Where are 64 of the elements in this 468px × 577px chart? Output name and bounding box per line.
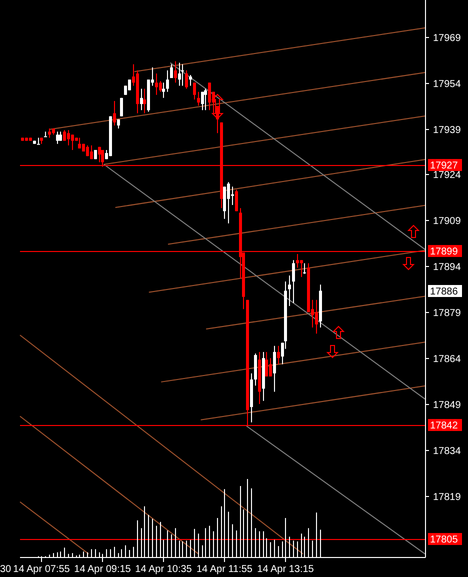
candlestick [71, 134, 74, 150]
candlestick [292, 260, 295, 304]
candlestick [63, 130, 66, 142]
candlestick [48, 128, 51, 138]
x-tick-label: 14 Apr 11:55 [196, 564, 253, 575]
y-tick-label: 17939 [433, 125, 462, 136]
candlestick [159, 80, 162, 92]
candlestick [98, 146, 101, 163]
candlestick [162, 82, 165, 98]
candlestick [197, 91, 200, 106]
y-tick-label: 17864 [433, 354, 462, 365]
y-tick-label: 17909 [433, 216, 462, 227]
candlestick [201, 91, 204, 111]
candlestick [277, 345, 280, 365]
candlestick [227, 182, 230, 224]
candlestick [143, 88, 146, 114]
y-tick-label: 17834 [433, 446, 462, 457]
ref-line-label: 17842 [430, 420, 458, 432]
candlestick [296, 254, 299, 268]
x-tick-label: 14 Apr 10:35 [135, 564, 192, 575]
candlestick [59, 131, 62, 142]
candlestick [178, 62, 181, 86]
candlestick [67, 130, 70, 146]
candlestick [170, 64, 173, 79]
candlestick [155, 72, 158, 96]
candlestick [174, 60, 177, 84]
text: 17886 [430, 286, 458, 298]
candlestick [273, 345, 276, 392]
candlestick [90, 144, 93, 160]
candlestick [189, 74, 192, 86]
candlestick [44, 131, 47, 138]
candlestick [181, 64, 184, 86]
candlestick [208, 82, 211, 111]
y-tick-label: 17954 [433, 79, 462, 90]
text: 30 [0, 564, 12, 575]
candlestick [235, 189, 238, 212]
y-tick-label: 17819 [433, 492, 462, 503]
candlestick [269, 358, 272, 377]
candlestick [113, 100, 116, 126]
candlestick [78, 137, 81, 149]
candlestick [185, 70, 188, 90]
y-tick-label: 17924 [433, 170, 462, 181]
candlestick [303, 262, 306, 274]
candlestick [37, 137, 40, 145]
candlestick [193, 82, 196, 100]
candlestick [315, 299, 318, 334]
x-tick-label: 14 Apr 07:55 [13, 564, 70, 575]
x-tick-label: 14 Apr 09:15 [74, 564, 132, 575]
candlestick [204, 88, 207, 111]
candlestick [140, 88, 143, 111]
candlestick [56, 131, 59, 144]
y-tick-label: 17894 [433, 262, 462, 273]
y-tick-label: 17849 [433, 400, 462, 411]
candlestick [300, 260, 303, 278]
candlestick [166, 70, 169, 92]
ref-line-label: 17805 [430, 534, 458, 546]
ref-line-label: 17927 [430, 160, 458, 172]
candlestick [288, 274, 291, 307]
y-tick-label: 17969 [433, 33, 462, 44]
x-tick-label: 14 Apr 13:15 [257, 564, 314, 575]
y-tick-label: 17879 [433, 308, 462, 319]
candlestick [231, 186, 234, 206]
ref-line-label: 17899 [430, 246, 458, 258]
candlestick [265, 351, 268, 377]
